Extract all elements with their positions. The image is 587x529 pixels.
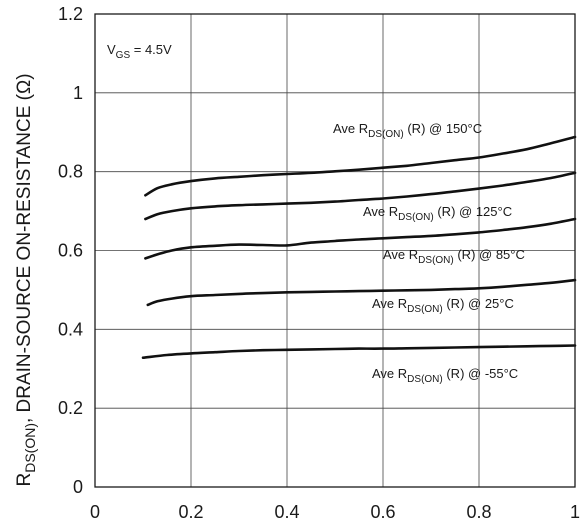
series-label: Ave RDS(ON) (R) @ 25°C <box>372 296 514 315</box>
y-tick-label: 0.6 <box>58 241 83 261</box>
series-line <box>146 278 577 307</box>
series-line <box>144 217 577 260</box>
series-line <box>141 344 577 359</box>
x-tick-label: 0 <box>90 502 100 522</box>
y-tick-label: 0.4 <box>58 319 83 339</box>
plot-frame <box>94 13 576 488</box>
series-label: Ave RDS(ON) (R) @ -55°C <box>372 366 518 385</box>
axis-ticks: 0 0.2 0.4 0.6 0.8 1 0 0.2 0.4 0.6 0.8 1 1.2 <box>58 4 580 522</box>
y-tick-label: 1 <box>73 83 83 103</box>
y-tick-label: 1.2 <box>58 4 83 24</box>
series-curves <box>141 135 577 359</box>
series-label: Ave RDS(ON) (R) @ 85°C <box>383 247 525 266</box>
y-tick-label: 0.8 <box>58 162 83 182</box>
y-tick-label: 0.2 <box>58 398 83 418</box>
series-line <box>144 171 577 221</box>
series-label: Ave RDS(ON) (R) @ 150°C <box>333 121 482 140</box>
series-line <box>144 135 577 197</box>
x-tick-label: 0.8 <box>466 502 491 522</box>
y-tick-label: 0 <box>73 477 83 497</box>
series-label: Ave RDS(ON) (R) @ 125°C <box>363 204 512 223</box>
x-tick-label: 0.4 <box>274 502 299 522</box>
x-tick-label: 1 <box>570 502 580 522</box>
series-labels: Ave RDS(ON) (R) @ 150°C Ave RDS(ON) (R) @… <box>333 121 525 385</box>
y-axis-label: RDS(ON), DRAIN-SOURCE ON-RESISTANCE (Ω) <box>14 73 38 486</box>
x-tick-label: 0.2 <box>178 502 203 522</box>
vgs-label: VGS = 4.5V <box>107 42 172 61</box>
x-tick-label: 0.6 <box>370 502 395 522</box>
